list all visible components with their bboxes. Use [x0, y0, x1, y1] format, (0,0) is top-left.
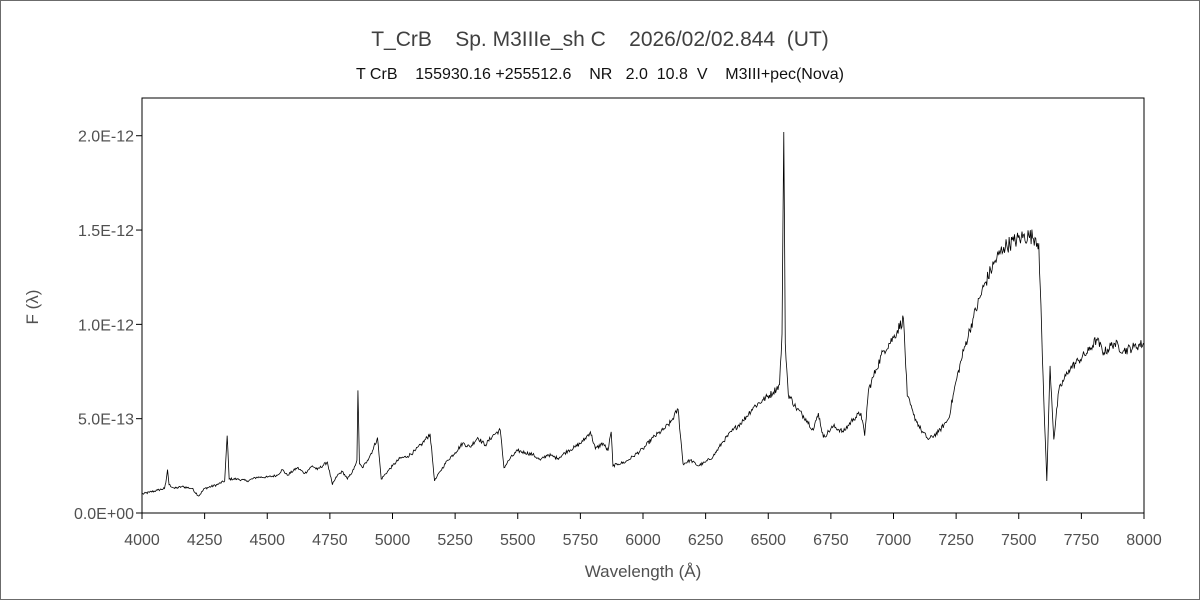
x-tick-label: 5250 [437, 532, 473, 549]
x-tick-label: 8000 [1126, 532, 1162, 549]
y-tick-label: 2.0E-12 [78, 129, 134, 146]
y-tick-label: 1.0E-12 [78, 317, 134, 334]
x-tick-label: 6750 [813, 532, 849, 549]
plot-area [141, 97, 1145, 514]
y-tick-label: 0.0E+00 [74, 506, 134, 523]
spectrum-line [141, 131, 1145, 497]
x-tick-label: 4750 [312, 532, 348, 549]
y-axis: 0.0E+00 5.0E-13 1.0E-12 1.5E-12 2.0E-12 [74, 129, 142, 523]
x-axis-label: Wavelength (Å) [585, 562, 702, 581]
x-tick-label: 5000 [375, 532, 411, 549]
x-tick-label: 7250 [938, 532, 974, 549]
chart-title: T_CrB Sp. M3IIIe_sh C 2026/02/02.844 (UT… [371, 28, 829, 51]
x-tick-label: 6250 [688, 532, 724, 549]
x-tick-label: 5500 [500, 532, 536, 549]
y-axis-label: F (λ) [23, 290, 42, 325]
x-tick-label: 7750 [1064, 532, 1100, 549]
x-tick-label: 7500 [1001, 532, 1037, 549]
x-tick-label: 4500 [249, 532, 285, 549]
x-tick-label: 5750 [563, 532, 599, 549]
chart-subtitle: T CrB 155930.16 +255512.6 NR 2.0 10.8 V … [356, 66, 844, 83]
x-tick-label: 7000 [876, 532, 912, 549]
x-tick-label: 6000 [625, 532, 661, 549]
y-tick-label: 1.5E-12 [78, 223, 134, 240]
x-axis: 4000 4250 4500 4750 5000 5250 5500 5750 6000 6250… [124, 513, 1162, 549]
x-tick-label: 6500 [750, 532, 786, 549]
x-tick-label: 4000 [124, 532, 160, 549]
y-tick-label: 5.0E-13 [78, 412, 134, 429]
x-tick-label: 4250 [187, 532, 223, 549]
